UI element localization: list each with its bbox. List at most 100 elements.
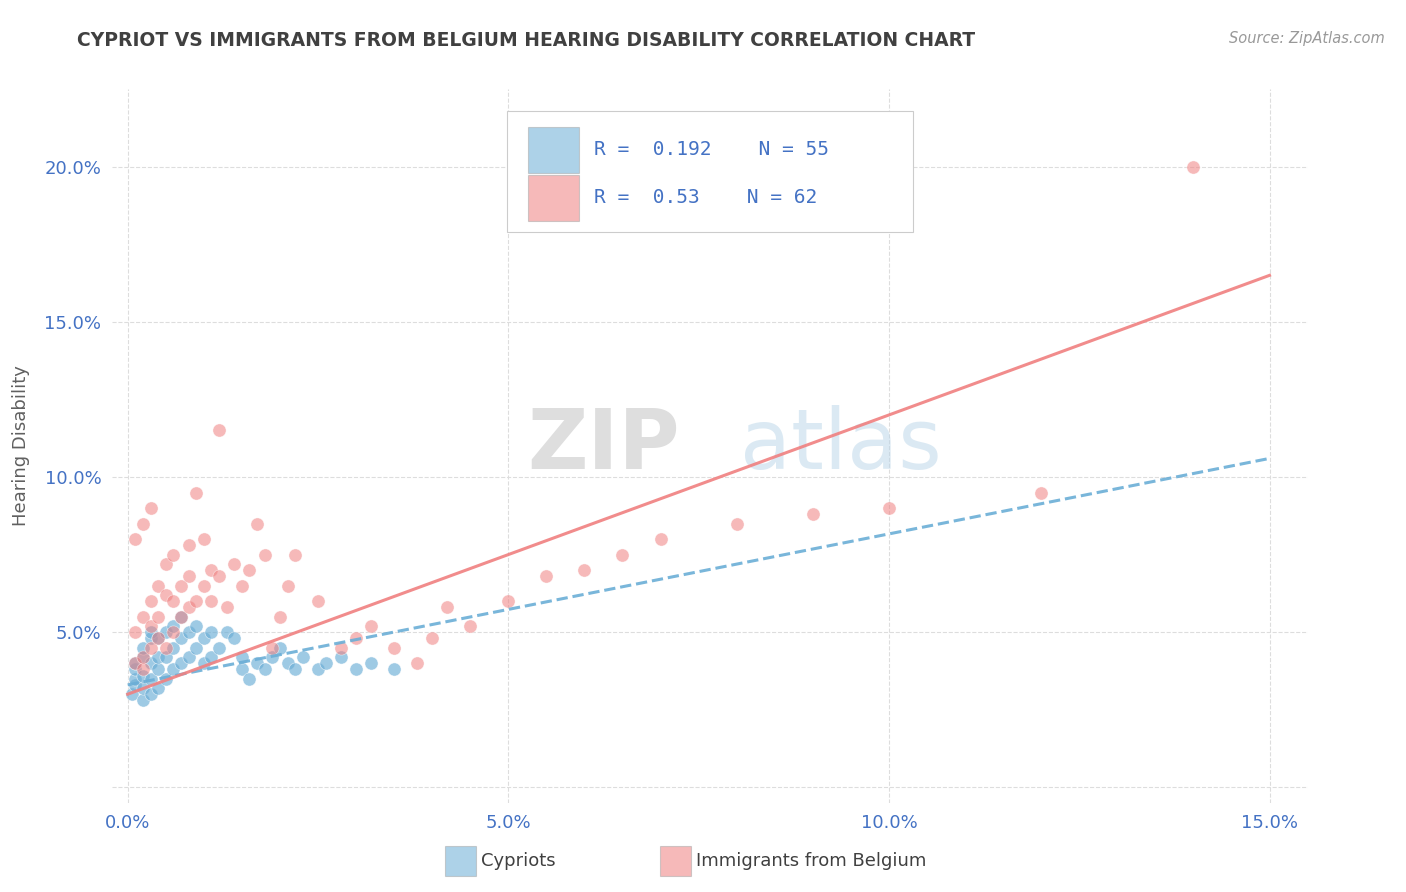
Point xyxy=(132,516,155,531)
Point xyxy=(231,650,253,665)
Point xyxy=(291,650,314,665)
Text: CYPRIOT VS IMMIGRANTS FROM BELGIUM HEARING DISABILITY CORRELATION CHART: CYPRIOT VS IMMIGRANTS FROM BELGIUM HEARI… xyxy=(77,31,976,50)
Point xyxy=(139,594,162,608)
Point xyxy=(139,625,162,640)
Point xyxy=(146,650,169,665)
Point xyxy=(269,640,291,655)
Point xyxy=(329,650,352,665)
Point xyxy=(612,548,634,562)
Point xyxy=(382,640,405,655)
Point xyxy=(253,662,276,676)
Point xyxy=(124,662,146,676)
Point xyxy=(284,548,307,562)
Text: Source: ZipAtlas.com: Source: ZipAtlas.com xyxy=(1229,31,1385,46)
Point xyxy=(1182,160,1205,174)
Point xyxy=(170,579,193,593)
Point xyxy=(155,557,177,571)
Point xyxy=(231,579,253,593)
Point xyxy=(124,656,146,670)
Point xyxy=(1031,485,1053,500)
Point xyxy=(269,609,291,624)
Point xyxy=(193,579,215,593)
Point xyxy=(193,532,215,546)
Point xyxy=(162,662,184,676)
Point xyxy=(200,594,222,608)
Point xyxy=(574,563,596,577)
Point xyxy=(200,563,222,577)
Point xyxy=(186,619,208,633)
Point xyxy=(215,600,238,615)
Point xyxy=(193,632,215,646)
Point xyxy=(132,609,155,624)
Point xyxy=(124,656,146,670)
Point xyxy=(146,662,169,676)
Point xyxy=(208,640,231,655)
Point xyxy=(132,693,155,707)
Point xyxy=(277,579,299,593)
Point xyxy=(177,569,200,583)
Point xyxy=(307,594,329,608)
Text: ZIP: ZIP xyxy=(527,406,681,486)
Text: atlas: atlas xyxy=(740,406,942,486)
Point xyxy=(186,485,208,500)
Point xyxy=(162,548,184,562)
Point xyxy=(315,656,337,670)
Point xyxy=(170,656,193,670)
Point xyxy=(146,609,169,624)
Point xyxy=(406,656,429,670)
Point xyxy=(132,650,155,665)
Point xyxy=(155,650,177,665)
Point xyxy=(238,672,260,686)
Point xyxy=(162,594,184,608)
Point xyxy=(162,619,184,633)
FancyBboxPatch shape xyxy=(444,846,475,876)
Point xyxy=(139,632,162,646)
Point xyxy=(177,600,200,615)
Point xyxy=(139,640,162,655)
FancyBboxPatch shape xyxy=(508,111,914,232)
Point xyxy=(262,650,284,665)
Point xyxy=(382,662,405,676)
Point xyxy=(132,668,155,682)
Point xyxy=(200,625,222,640)
Text: Immigrants from Belgium: Immigrants from Belgium xyxy=(696,852,927,870)
Text: Cypriots: Cypriots xyxy=(481,852,555,870)
Point xyxy=(139,656,162,670)
Point xyxy=(124,678,146,692)
Point xyxy=(253,548,276,562)
Point xyxy=(124,672,146,686)
Point xyxy=(146,681,169,695)
Point xyxy=(139,672,162,686)
Point xyxy=(193,656,215,670)
Point xyxy=(139,687,162,701)
Point xyxy=(284,662,307,676)
Point xyxy=(186,594,208,608)
Point xyxy=(146,579,169,593)
Point xyxy=(725,516,748,531)
Point xyxy=(224,632,246,646)
Point xyxy=(170,632,193,646)
Point xyxy=(360,656,382,670)
Point xyxy=(344,632,367,646)
FancyBboxPatch shape xyxy=(659,846,690,876)
Point xyxy=(224,557,246,571)
Point xyxy=(170,609,193,624)
Point xyxy=(436,600,458,615)
Point xyxy=(650,532,672,546)
FancyBboxPatch shape xyxy=(529,175,579,220)
Point xyxy=(162,625,184,640)
Point xyxy=(155,640,177,655)
Point xyxy=(121,687,143,701)
Point xyxy=(139,619,162,633)
Point xyxy=(801,508,824,522)
Point xyxy=(155,672,177,686)
Point xyxy=(132,681,155,695)
Point xyxy=(177,538,200,552)
Point xyxy=(132,650,155,665)
Point xyxy=(360,619,382,633)
Point xyxy=(344,662,367,676)
Point xyxy=(498,594,520,608)
Point xyxy=(170,609,193,624)
Point xyxy=(458,619,481,633)
Point xyxy=(124,625,146,640)
